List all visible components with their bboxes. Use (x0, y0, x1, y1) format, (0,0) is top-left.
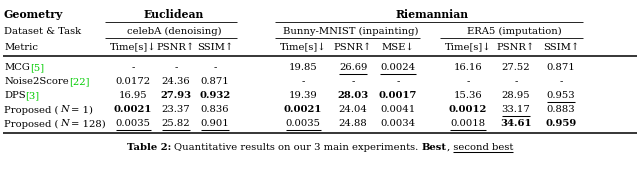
Text: 27.52: 27.52 (502, 63, 531, 73)
Text: Metric: Metric (4, 43, 38, 51)
Text: ERA5 (imputation): ERA5 (imputation) (467, 26, 562, 36)
Text: Geometry: Geometry (4, 9, 63, 21)
Text: [5]: [5] (30, 63, 44, 73)
Text: -: - (515, 78, 518, 87)
Text: 0.0034: 0.0034 (380, 120, 415, 129)
Text: Euclidean: Euclidean (144, 9, 204, 21)
Text: = 128): = 128) (69, 120, 106, 129)
Text: 24.04: 24.04 (339, 105, 367, 115)
Text: 0.0021: 0.0021 (284, 105, 322, 115)
Text: [22]: [22] (68, 78, 89, 87)
Text: PSNR↑: PSNR↑ (497, 43, 535, 51)
Text: 26.69: 26.69 (339, 63, 367, 73)
Text: Noise2Score: Noise2Score (4, 78, 68, 87)
Text: 0.871: 0.871 (200, 78, 229, 87)
Text: 33.17: 33.17 (502, 105, 531, 115)
Text: -: - (131, 63, 134, 73)
Text: Time[s]↓: Time[s]↓ (280, 43, 326, 51)
Text: MCG: MCG (4, 63, 30, 73)
Text: 0.932: 0.932 (200, 92, 230, 100)
Text: = 1): = 1) (69, 105, 93, 115)
Text: Bunny-MNIST (inpainting): Bunny-MNIST (inpainting) (283, 26, 419, 36)
Text: Proposed (: Proposed ( (4, 105, 60, 115)
Text: 0.901: 0.901 (200, 120, 229, 129)
Text: PSNR↑: PSNR↑ (334, 43, 372, 51)
Text: Riemannian: Riemannian (396, 9, 468, 21)
Text: N: N (60, 105, 69, 115)
Text: 0.0041: 0.0041 (380, 105, 415, 115)
Text: , second best: , second best (447, 142, 513, 152)
Text: 23.37: 23.37 (162, 105, 190, 115)
Text: SSIM↑: SSIM↑ (197, 43, 233, 51)
Text: SSIM↑: SSIM↑ (543, 43, 579, 51)
Text: 0.0017: 0.0017 (379, 92, 417, 100)
Text: 24.88: 24.88 (339, 120, 367, 129)
Text: Time[s]↓: Time[s]↓ (445, 43, 492, 51)
Text: -: - (467, 78, 470, 87)
Text: 28.03: 28.03 (337, 92, 369, 100)
Text: MSE↓: MSE↓ (381, 43, 414, 51)
Text: -: - (301, 78, 305, 87)
Text: 16.95: 16.95 (118, 92, 147, 100)
Text: -: - (559, 78, 563, 87)
Text: -: - (396, 78, 400, 87)
Text: -: - (351, 78, 355, 87)
Text: 25.82: 25.82 (162, 120, 190, 129)
Text: N: N (60, 120, 69, 129)
Text: 0.0035: 0.0035 (285, 120, 321, 129)
Text: Best: Best (422, 142, 447, 152)
Text: 0.959: 0.959 (545, 120, 577, 129)
Text: 0.0018: 0.0018 (451, 120, 486, 129)
Text: 24.36: 24.36 (162, 78, 190, 87)
Text: 0.836: 0.836 (201, 105, 229, 115)
Text: Dataset & Task: Dataset & Task (4, 26, 81, 36)
Text: 0.0021: 0.0021 (114, 105, 152, 115)
Text: 0.0012: 0.0012 (449, 105, 487, 115)
Text: -: - (174, 63, 178, 73)
Text: 0.0024: 0.0024 (380, 63, 415, 73)
Text: [3]: [3] (26, 92, 40, 100)
Text: 16.16: 16.16 (454, 63, 483, 73)
Text: 28.95: 28.95 (502, 92, 531, 100)
Text: 34.61: 34.61 (500, 120, 532, 129)
Text: -: - (213, 63, 217, 73)
Text: Proposed (: Proposed ( (4, 120, 60, 129)
Text: 0.953: 0.953 (547, 92, 575, 100)
Text: Time[s]↓: Time[s]↓ (109, 43, 156, 51)
Text: Table 2:: Table 2: (127, 142, 175, 152)
Text: 0.883: 0.883 (547, 105, 575, 115)
Text: DPS: DPS (4, 92, 26, 100)
Text: celebA (denoising): celebA (denoising) (127, 26, 221, 36)
Text: 15.36: 15.36 (454, 92, 483, 100)
Text: 19.39: 19.39 (289, 92, 317, 100)
Text: PSNR↑: PSNR↑ (157, 43, 195, 51)
Text: 19.85: 19.85 (289, 63, 317, 73)
Text: 0.871: 0.871 (547, 63, 575, 73)
Text: Quantitative results on our 3 main experiments.: Quantitative results on our 3 main exper… (175, 142, 422, 152)
Text: 27.93: 27.93 (161, 92, 191, 100)
Text: 0.0035: 0.0035 (115, 120, 150, 129)
Text: 0.0172: 0.0172 (115, 78, 150, 87)
